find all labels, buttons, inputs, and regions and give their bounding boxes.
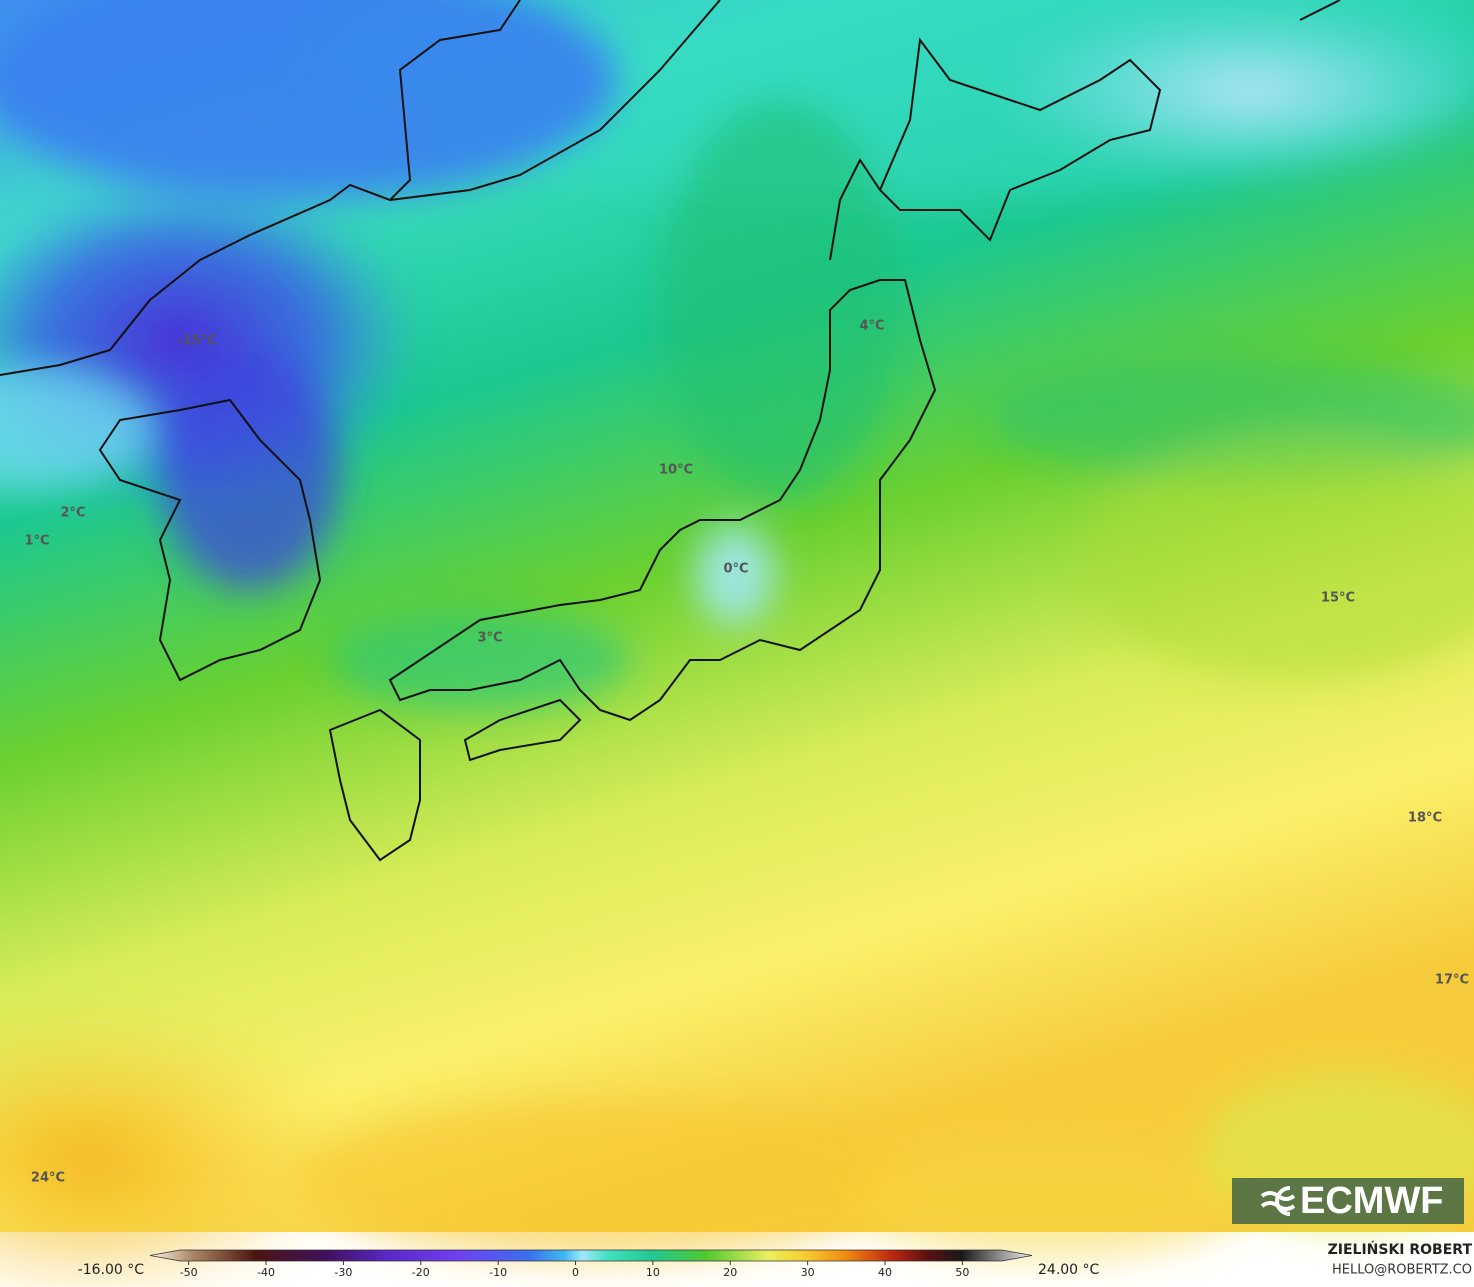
temperature-label: 24°C — [31, 1171, 65, 1186]
temperature-labels: -15°C 4°C 10°C 2°C 1°C 0°C 3°C 15°C 18°C 17°C 24°C — [24, 319, 1469, 1186]
color-bar — [149, 1249, 1033, 1262]
legend-max-label: 24.00 °C — [1038, 1262, 1100, 1278]
legend-min-label: -16.00 °C — [78, 1262, 145, 1278]
ecmwf-logo: ECMWF — [1232, 1178, 1464, 1224]
logo-symbol — [1260, 1186, 1296, 1216]
temperature-label: 17°C — [1435, 973, 1469, 988]
legend-tick-label: 0 — [572, 1266, 579, 1279]
temperature-label: 4°C — [859, 319, 884, 334]
legend-tick-label: -10 — [489, 1266, 507, 1279]
coastlines — [0, 0, 1341, 862]
temperature-label: 0°C — [723, 562, 748, 577]
legend-tick-label: 40 — [878, 1266, 892, 1279]
email: HELLO@ROBERTZ.CO — [1332, 1263, 1472, 1278]
author: ZIELIŃSKI ROBERT — [1328, 1240, 1473, 1258]
legend-tick-label: -20 — [412, 1266, 430, 1279]
temperature-label: 15°C — [1321, 591, 1355, 606]
legend-tick-label: 10 — [646, 1266, 660, 1279]
legend-tick-label: 30 — [801, 1266, 815, 1279]
legend-tick-label: -30 — [334, 1266, 352, 1279]
temperature-label: 2°C — [60, 506, 85, 521]
temperature-label: -15°C — [177, 334, 217, 349]
legend-tick-label: -40 — [257, 1266, 275, 1279]
logo-text: ECMWF — [1300, 1180, 1444, 1222]
temperature-label: 1°C — [24, 534, 49, 549]
legend-tick-label: -50 — [180, 1266, 198, 1279]
legend-tick-label: 50 — [955, 1266, 969, 1279]
temperature-label: 3°C — [477, 631, 502, 646]
temperature-label: 10°C — [659, 463, 693, 478]
legend-tick-label: 20 — [723, 1266, 737, 1279]
color-legend: -16.00 °C 24.00 °C -50 -40 -30 -20 -10 0 10 20 3… — [78, 1249, 1100, 1279]
temperature-label: 18°C — [1408, 811, 1442, 826]
